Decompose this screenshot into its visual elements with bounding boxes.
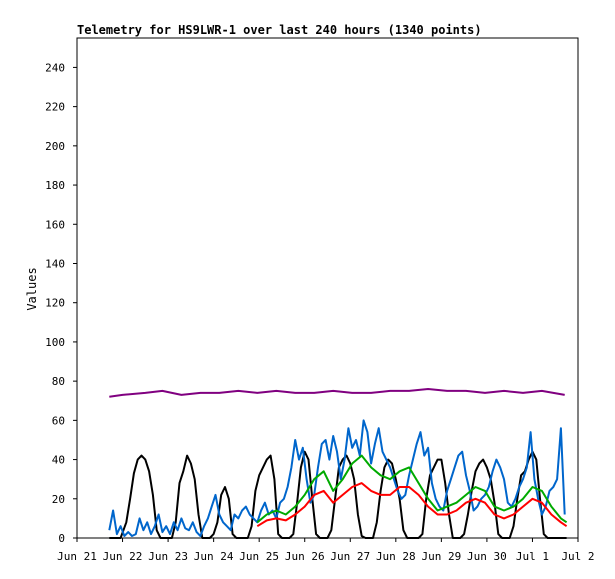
- plot-frame: [76, 37, 579, 539]
- x-tick-label: Jun 29: [421, 550, 461, 563]
- x-tick-label: Jun 27: [330, 550, 370, 563]
- chart-title: Telemetry for HS9LWR-1 over last 240 hou…: [77, 23, 482, 37]
- series-line-1: [109, 450, 567, 539]
- x-tick-label: Jun 25: [239, 550, 279, 563]
- series-line-0: [109, 388, 565, 398]
- x-tick-label: Jun 26: [285, 550, 325, 563]
- x-tick-label: Jun 24: [194, 550, 234, 563]
- y-axis-label: Values: [25, 267, 39, 310]
- y-tick-label: 100: [45, 336, 65, 349]
- y-tick-label: 20: [52, 493, 65, 506]
- series-line-2: [108, 419, 566, 537]
- series-line-3: [256, 454, 568, 524]
- y-tick-label: 160: [45, 218, 65, 231]
- y-tick-label: 40: [52, 454, 65, 467]
- x-tick-label: Jul 1: [516, 550, 549, 563]
- y-tick-label: 200: [45, 140, 65, 153]
- x-tick-label: Jul 2: [561, 550, 594, 563]
- x-tick-label: Jun 28: [376, 550, 416, 563]
- series-line-4: [256, 482, 568, 528]
- y-tick-label: 0: [58, 532, 65, 545]
- x-tick-label: Jun 22: [103, 550, 143, 563]
- y-tick-label: 120: [45, 297, 65, 310]
- y-tick-label: 60: [52, 414, 65, 427]
- y-tick-label: 220: [45, 101, 65, 114]
- x-tick-label: Jun 30: [467, 550, 507, 563]
- y-tick-label: 240: [45, 61, 65, 74]
- x-tick-label: Jun 21: [57, 550, 97, 563]
- axis-layer: 0 20 40 60 80 100 120 140 160 180 200 220 240 Jun 21 J…: [45, 61, 594, 563]
- y-tick-label: 140: [45, 257, 65, 270]
- series-layer: [108, 388, 568, 539]
- x-tick-label: Jun 23: [148, 550, 188, 563]
- y-tick-label: 180: [45, 179, 65, 192]
- y-tick-label: 80: [52, 375, 65, 388]
